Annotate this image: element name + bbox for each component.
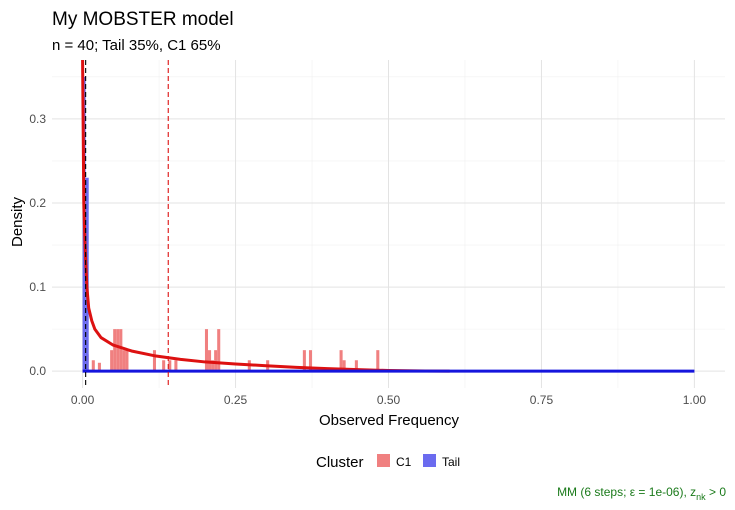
x-tick-label: 0.00: [71, 393, 95, 407]
c1-bar: [110, 350, 114, 372]
y-tick-label: 0.0: [29, 364, 46, 378]
c1-bar: [162, 360, 166, 372]
c1-bar: [174, 360, 178, 372]
c1-bar: [97, 362, 101, 372]
legend: Cluster C1 Tail: [316, 454, 460, 471]
c1-bar: [302, 350, 306, 372]
y-tick-label: 0.3: [29, 112, 46, 126]
y-axis-title: Density: [9, 196, 26, 247]
x-tick-label: 0.75: [530, 393, 554, 407]
c1-bar: [308, 350, 313, 372]
c1-bar: [342, 360, 346, 372]
c1-density-line: [81, 59, 450, 373]
c1-bar: [168, 360, 172, 372]
c1-bar: [204, 329, 209, 372]
c1-bar: [125, 350, 129, 372]
legend-label-c1: C1: [396, 455, 412, 469]
x-tick-label: 0.50: [377, 393, 401, 407]
reference-lines: [85, 60, 169, 388]
caption: MM (6 steps; ε = 1e-06), znk > 0: [557, 485, 726, 502]
c1-bar: [339, 350, 343, 372]
chart-title: My MOBSTER model: [52, 9, 234, 30]
c1-bar: [116, 329, 120, 372]
density-lines: [81, 59, 695, 373]
x-axis-title: Observed Frequency: [319, 412, 460, 429]
y-tick-label: 0.1: [29, 280, 46, 294]
c1-bar: [354, 360, 358, 372]
c1-bar: [113, 329, 117, 372]
axis-ticks: 0.00 0.25 0.50 0.75 1.00 0.0 0.1 0.2 0.3: [29, 112, 706, 407]
c1-bar: [211, 360, 215, 372]
chart-subtitle: n = 40; Tail 35%, C1 65%: [52, 37, 221, 54]
legend-swatch-tail: [423, 454, 436, 467]
legend-title: Cluster: [316, 454, 364, 471]
c1-bar: [376, 350, 380, 372]
legend-label-tail: Tail: [442, 455, 460, 469]
c1-bar: [91, 360, 95, 372]
c1-bar: [214, 350, 218, 372]
c1-bar: [119, 329, 123, 372]
c1-bar: [122, 350, 126, 372]
x-tick-label: 1.00: [683, 393, 707, 407]
c1-bar: [217, 329, 221, 372]
y-tick-label: 0.2: [29, 196, 46, 210]
c1-bar: [152, 350, 157, 372]
c1-bar: [208, 350, 212, 372]
x-tick-label: 0.25: [224, 393, 248, 407]
legend-swatch-c1: [377, 454, 390, 467]
